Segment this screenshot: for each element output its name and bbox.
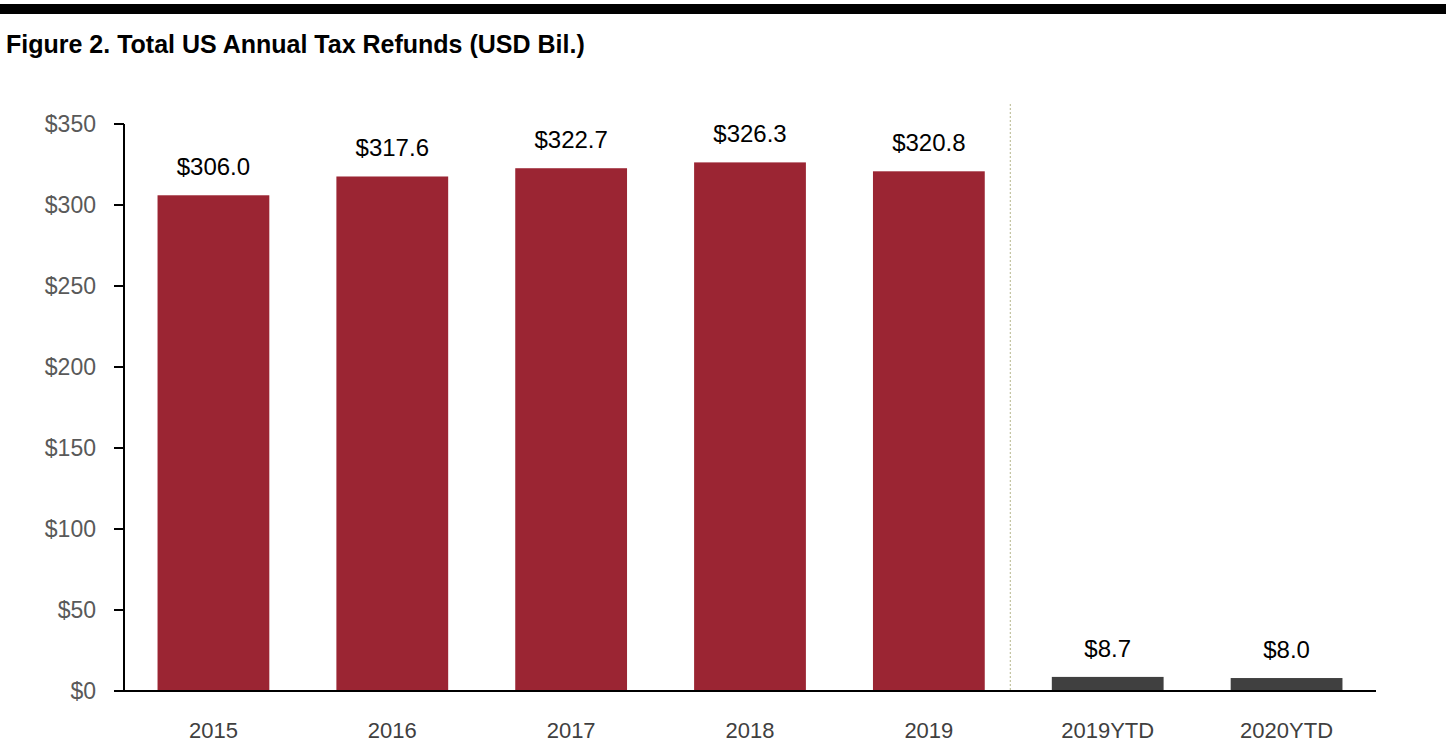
bar (873, 171, 985, 691)
title: Figure 2. Total US Annual Tax Refunds (U… (6, 30, 585, 58)
data-label: $322.7 (534, 126, 607, 153)
data-label: $317.6 (356, 134, 429, 161)
data-label: $320.8 (892, 129, 965, 156)
y-tick-label: $300 (45, 192, 96, 218)
x-tick-label: 2019YTD (1061, 718, 1154, 743)
y-tick (114, 447, 124, 449)
bar (515, 168, 627, 691)
y-tick (114, 204, 124, 206)
separator (1010, 104, 1011, 691)
y-tick-label: $150 (45, 435, 96, 461)
bar (1052, 677, 1164, 691)
x-tick-label: 2017 (547, 718, 596, 743)
bar (1231, 678, 1343, 691)
bar (158, 195, 270, 691)
bar (336, 176, 448, 691)
y-axis (123, 124, 125, 691)
y-tick-label: $200 (45, 354, 96, 380)
bars (158, 162, 1343, 691)
data-label: $8.0 (1263, 636, 1310, 663)
y-tick (114, 366, 124, 368)
data-label: $8.7 (1084, 635, 1131, 662)
x-tick-label: 2018 (726, 718, 775, 743)
y-tick (114, 690, 124, 692)
data-label: $326.3 (713, 120, 786, 147)
y-tick (114, 123, 124, 125)
y-tick-label: $350 (45, 111, 96, 137)
y-tick-label: $50 (58, 597, 96, 623)
data-label: $306.0 (177, 153, 250, 180)
x-axis (124, 690, 1376, 692)
y-tick (114, 285, 124, 287)
y-tick-label: $250 (45, 273, 96, 299)
bar (694, 162, 806, 691)
chart-container: Figure 2. Total US Annual Tax Refunds (U… (0, 0, 1446, 756)
y-tick (114, 528, 124, 530)
y-tick-label: $100 (45, 516, 96, 542)
y-tick (114, 609, 124, 611)
x-tick-label: 2020YTD (1240, 718, 1333, 743)
x-tick-label: 2016 (368, 718, 417, 743)
top-rule (0, 4, 1446, 14)
y-tick-label: $0 (70, 678, 96, 704)
x-tick-label: 2015 (189, 718, 238, 743)
x-tick-label: 2019 (904, 718, 953, 743)
chart-svg: Figure 2. Total US Annual Tax Refunds (U… (0, 0, 1446, 756)
